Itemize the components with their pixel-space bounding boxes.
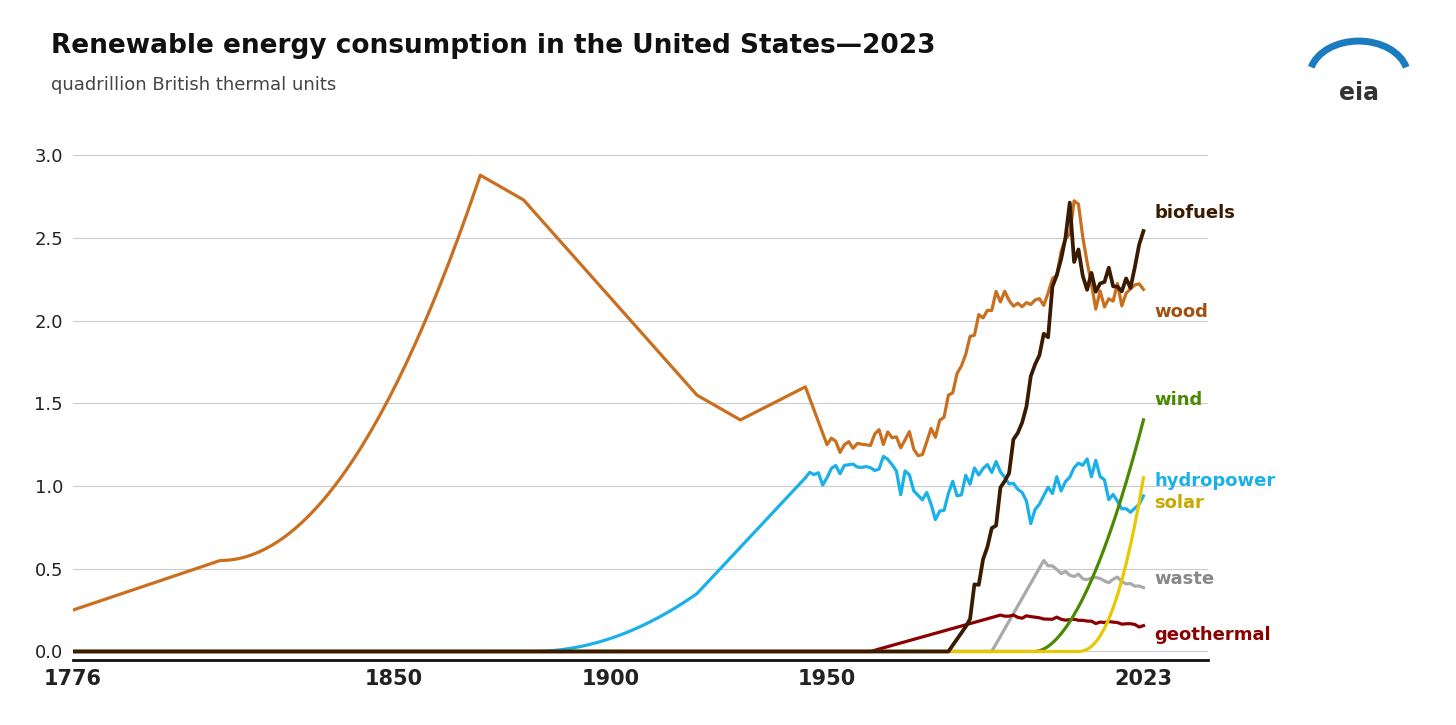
Text: waste: waste — [1155, 570, 1214, 588]
Text: biofuels: biofuels — [1155, 204, 1235, 222]
Text: hydropower: hydropower — [1155, 472, 1275, 490]
Text: wood: wood — [1155, 304, 1208, 321]
Text: Renewable energy consumption in the United States—2023: Renewable energy consumption in the Unit… — [51, 33, 935, 59]
Text: eia: eia — [1338, 80, 1379, 104]
Text: wind: wind — [1155, 391, 1203, 409]
Text: quadrillion British thermal units: quadrillion British thermal units — [51, 76, 336, 94]
Text: solar: solar — [1155, 494, 1204, 512]
Text: geothermal: geothermal — [1155, 626, 1271, 644]
